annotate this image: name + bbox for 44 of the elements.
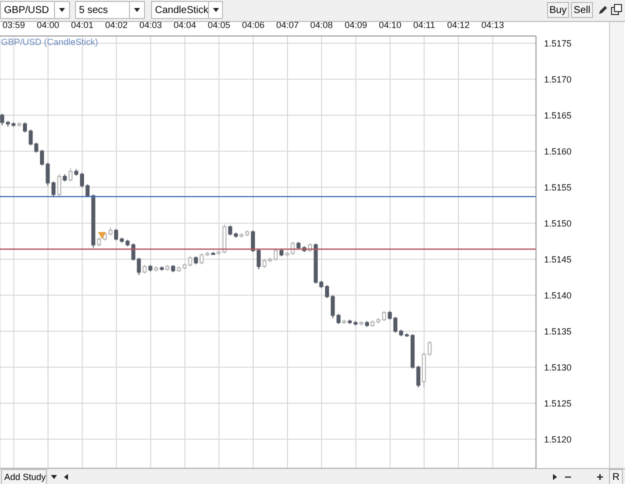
candlestick	[416, 365, 420, 388]
candlestick	[114, 228, 118, 241]
x-tick-label: 04:12	[447, 20, 470, 30]
x-tick-label: 04:09	[344, 20, 368, 30]
text: Add Study	[1, 469, 47, 484]
text: R	[609, 469, 623, 484]
candlestick	[0, 113, 4, 126]
text: Sell	[571, 2, 593, 18]
x-tick-label: 04:04	[174, 20, 196, 30]
y-tick-label: 1.5145	[544, 254, 572, 264]
x-tick-label: 04:10	[378, 20, 402, 30]
text: 5 secs	[78, 4, 109, 16]
y-tick-label: 1.5150	[544, 218, 572, 228]
x-tick-label: 04:11	[413, 20, 436, 30]
y-tick-label: 1.5140	[544, 290, 572, 300]
x-tick-label: 03:59	[2, 20, 26, 30]
y-tick-label: 1.5130	[544, 362, 572, 372]
candlestick	[200, 252, 204, 265]
x-tick-label: 04:03	[139, 20, 162, 30]
text: GBP/USD	[3, 4, 50, 16]
y-tick-label: 1.5165	[544, 110, 572, 120]
candlestick	[51, 180, 56, 198]
x-tick-label: 04:01	[71, 20, 94, 30]
candlestick	[68, 168, 73, 182]
text: Buy	[547, 2, 569, 18]
x-tick-label: 04:08	[310, 20, 333, 30]
x-tick-label: 04:07	[276, 20, 299, 30]
y-tick-label: 1.5160	[544, 146, 572, 156]
y-tick-label: 1.5175	[544, 38, 572, 48]
y-tick-label: 1.5135	[544, 326, 572, 336]
x-tick-label: 04:02	[105, 20, 128, 30]
y-tick-label: 1.5120	[544, 434, 572, 444]
text: CandleStick	[154, 4, 208, 16]
chart-title: GBP/USD (CandleStick)	[1, 37, 98, 47]
candlestick	[228, 224, 232, 236]
y-tick-label: 1.5170	[544, 74, 572, 84]
y-tick-label: 1.5125	[544, 398, 572, 408]
x-tick-label: 04:06	[242, 20, 264, 30]
x-tick-label: 04:05	[208, 20, 230, 30]
x-tick-label: 04:13	[481, 20, 504, 30]
x-tick-label: 04:00	[36, 20, 60, 30]
candlestick	[290, 241, 295, 256]
candlestick	[57, 174, 62, 198]
y-tick-label: 1.5155	[544, 182, 572, 192]
